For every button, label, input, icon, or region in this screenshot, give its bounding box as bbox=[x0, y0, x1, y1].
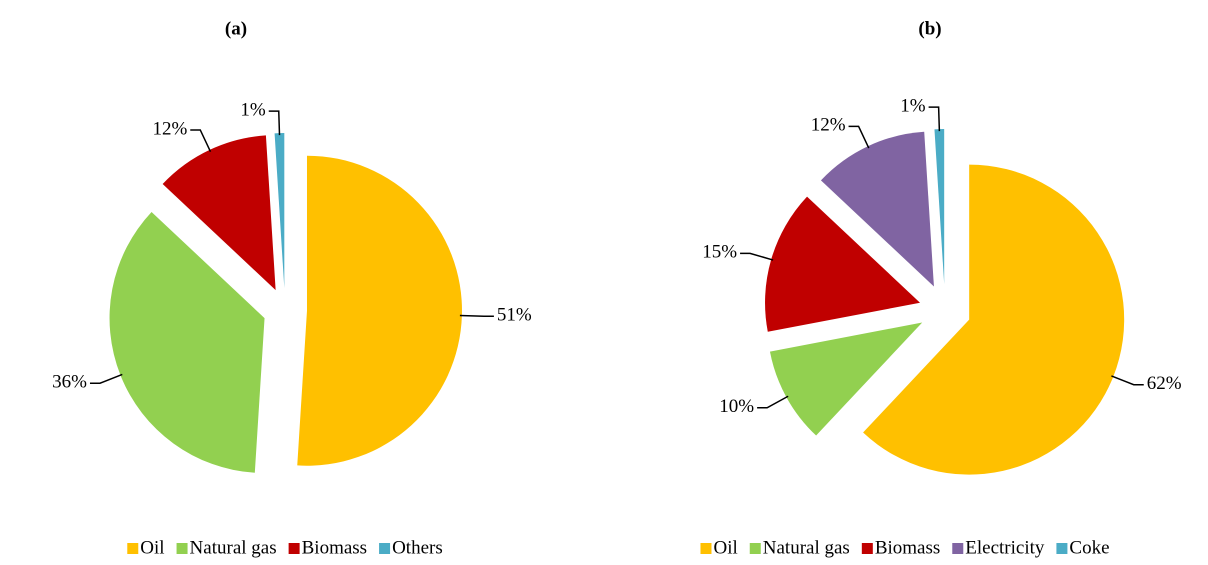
legend-label: Biomass bbox=[302, 537, 367, 558]
leader-line bbox=[1111, 375, 1144, 386]
pie-slice bbox=[162, 135, 276, 291]
legend-label: Oil bbox=[140, 537, 164, 558]
legend-label: Natural gas bbox=[190, 537, 277, 558]
leader-line bbox=[459, 314, 494, 318]
pie-slice bbox=[297, 155, 462, 466]
leader-line bbox=[848, 125, 870, 149]
leader-line bbox=[740, 252, 774, 261]
leader-line bbox=[928, 106, 941, 132]
legend-swatch bbox=[288, 543, 300, 554]
legend: Oil Natural gas Biomass Electricity Coke bbox=[700, 537, 1110, 558]
legend-swatch bbox=[700, 543, 712, 554]
data-label: 10% bbox=[719, 396, 754, 417]
data-label: 1% bbox=[900, 95, 926, 116]
legend-swatch bbox=[176, 543, 188, 554]
data-label: 12% bbox=[811, 115, 846, 136]
legend-swatch bbox=[749, 543, 761, 554]
leader-line bbox=[268, 110, 281, 136]
leader-line bbox=[89, 373, 123, 385]
legend-label: Coke bbox=[1069, 537, 1109, 558]
pie-slice bbox=[274, 133, 285, 289]
legend-swatch bbox=[127, 543, 139, 554]
data-label: 12% bbox=[152, 118, 187, 139]
leader-line bbox=[190, 129, 212, 152]
legend-label: Biomass bbox=[875, 537, 940, 558]
data-label: 62% bbox=[1147, 373, 1182, 394]
legend-swatch bbox=[861, 543, 873, 554]
pie-slice bbox=[765, 196, 921, 332]
legend-label: Oil bbox=[713, 537, 737, 558]
pie-slice bbox=[934, 129, 945, 285]
pie-slice bbox=[820, 131, 934, 287]
data-label: 1% bbox=[240, 99, 266, 120]
legend-label: Electricity bbox=[965, 537, 1045, 558]
data-label: 15% bbox=[702, 242, 737, 263]
legend-swatch bbox=[379, 543, 391, 554]
legend-label: Natural gas bbox=[763, 537, 850, 558]
legend-swatch bbox=[952, 543, 964, 554]
data-label: 51% bbox=[497, 305, 532, 326]
leader-line bbox=[757, 395, 789, 409]
legend-label: Others bbox=[392, 537, 443, 558]
pie-slice bbox=[863, 164, 1125, 475]
chart-title: (a) bbox=[225, 18, 247, 39]
pie-slice bbox=[769, 322, 923, 436]
data-label: 36% bbox=[52, 372, 87, 393]
chart-title: (b) bbox=[918, 18, 941, 39]
legend-swatch bbox=[1056, 543, 1068, 554]
pie-slice bbox=[109, 211, 265, 473]
legend: Oil Natural gas Biomass Others bbox=[127, 537, 443, 558]
